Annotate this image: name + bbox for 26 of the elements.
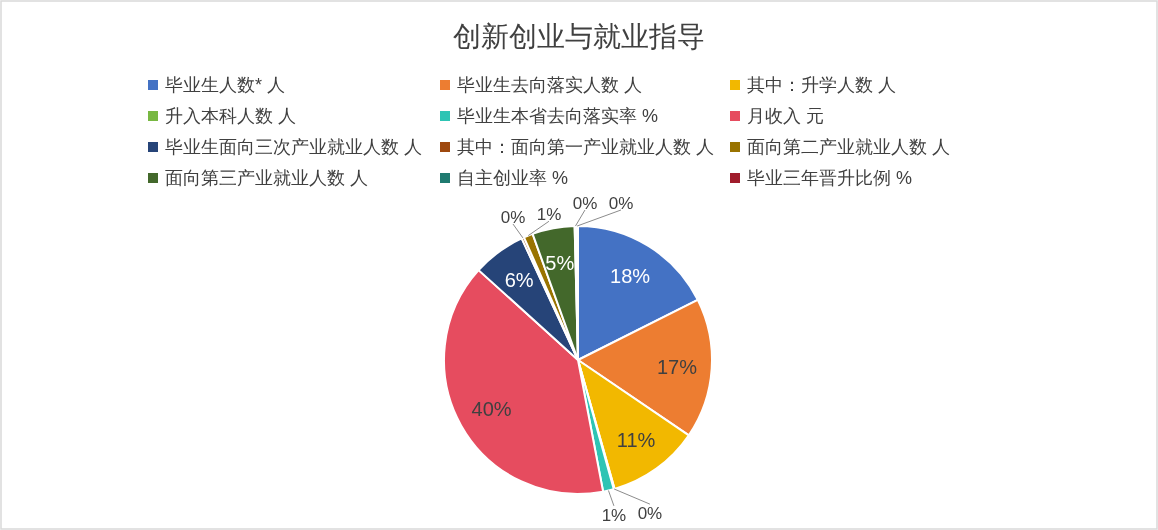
legend-item: 面向第三产业就业人数 人: [148, 168, 368, 188]
legend-item: 毕业生本省去向落实率 %: [440, 106, 658, 126]
data-label: 1%: [536, 205, 562, 225]
data-label: 11%: [616, 429, 656, 452]
data-label: 0%: [572, 194, 598, 214]
data-label: 6%: [504, 269, 534, 292]
legend-item: 毕业三年晋升比例 %: [730, 168, 912, 188]
data-label: 40%: [471, 397, 512, 420]
data-label: 5%: [545, 251, 575, 274]
data-label: 1%: [601, 505, 627, 525]
data-label: 0%: [608, 194, 634, 213]
legend-item: 自主创业率 %: [440, 168, 568, 188]
data-label: 17%: [656, 355, 698, 378]
legend-item: 月收入 元: [730, 106, 824, 126]
legend-item: 升入本科人数 人: [148, 106, 296, 126]
data-label: 18%: [610, 264, 651, 287]
chart-title: 创新创业与就业指导: [453, 21, 705, 52]
legend-label: 月收入 元: [747, 106, 825, 126]
legend-item: 其中：升学人数 人: [730, 75, 896, 95]
legend-item: 毕业生人数* 人: [148, 75, 285, 95]
legend-item: 面向第二产业就业人数 人: [730, 137, 950, 157]
legend-item: 毕业生面向三次产业就业人数 人: [148, 137, 422, 157]
legend-item: 其中：面向第一产业就业人数 人: [440, 137, 714, 157]
legend-item: 毕业生去向落实人数 人: [440, 75, 642, 95]
data-label: 0%: [637, 504, 663, 524]
data-label: 0%: [500, 208, 526, 227]
